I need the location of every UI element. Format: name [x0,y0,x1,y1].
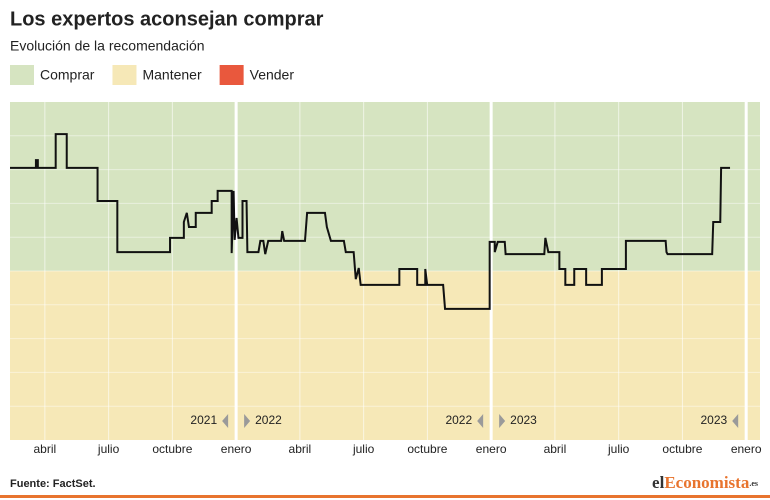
legend-label: Vender [250,67,295,83]
x-tick-label: octubre [152,442,192,456]
x-tick-label: abril [289,442,312,456]
source: Fuente: FactSet. [10,478,96,490]
zone-band [10,271,760,440]
year-label: 2022 [255,413,282,427]
x-tick-label: octubre [662,442,702,456]
year-arrow [477,414,484,428]
x-tick-label: abril [34,442,57,456]
legend-label: Mantener [142,67,201,83]
x-tick-label: julio [607,442,630,456]
brand-part: .es [749,479,758,488]
x-tick-label: julio [97,442,120,456]
year-arrow [732,414,739,428]
year-arrow [499,414,506,428]
chart-title: Los expertos aconsejan comprar [10,8,324,30]
line-series [10,133,731,310]
legend-label: Comprar [40,67,95,83]
x-tick-label: enero [731,442,762,456]
zone-band [10,102,760,271]
legend-swatch [10,65,34,85]
year-arrow [244,414,251,428]
brand-part: Economista [664,473,750,492]
year-label: 2022 [445,413,472,427]
year-arrow [222,414,229,428]
legend-swatch [219,65,244,85]
legend-swatch [112,65,137,85]
plot-area [10,102,760,440]
footer-rule [0,495,770,498]
year-label: 2021 [190,413,217,427]
year-label: 2023 [700,413,727,427]
x-tick-label: enero [221,442,252,456]
x-tick-label: octubre [407,442,447,456]
x-tick-label: enero [476,442,507,456]
x-tick-label: abril [544,442,567,456]
brand-part: el [652,473,665,492]
x-tick-label: julio [352,442,375,456]
brand-logo: elEconomista.es [652,473,758,492]
year-label: 2023 [510,413,537,427]
chart-subtitle: Evolución de la recomendación [10,38,205,54]
